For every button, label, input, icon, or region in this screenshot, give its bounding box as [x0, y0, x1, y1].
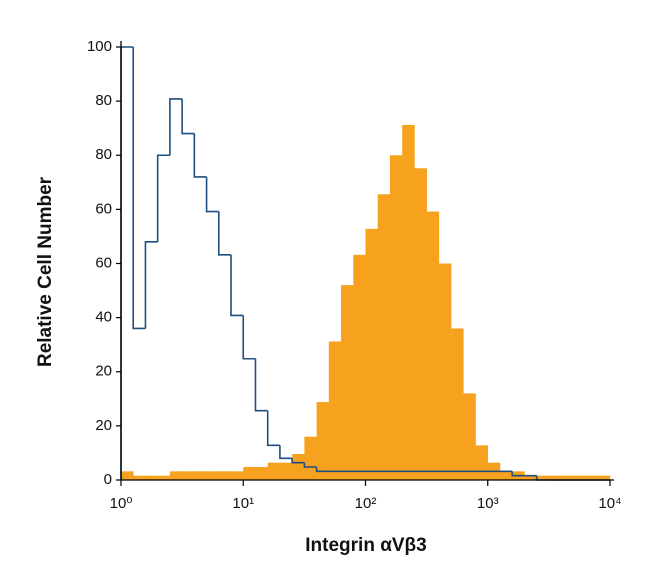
y-tick-label: 0: [104, 471, 112, 488]
histogram-step: [205, 176, 219, 213]
histogram-bar: [121, 471, 134, 480]
histogram-bar: [304, 436, 317, 480]
x-tick-label: 10⁰: [110, 495, 133, 512]
histogram-bar: [255, 467, 269, 480]
histogram-bar: [524, 475, 537, 480]
histogram-bar: [389, 155, 403, 480]
histogram-step: [242, 315, 256, 360]
histogram-bar: [267, 462, 281, 480]
histogram-step: [193, 133, 207, 178]
histogram-step: [181, 98, 195, 135]
y-tick-label: 100: [87, 38, 112, 55]
histogram-step: [254, 358, 268, 412]
histogram-bar: [536, 475, 550, 480]
histogram-bar: [561, 475, 574, 480]
histogram-step: [315, 467, 329, 473]
histogram-bar: [145, 475, 158, 480]
histogram-bar: [573, 475, 586, 480]
histogram-bar: [585, 475, 599, 480]
histogram-bar: [133, 475, 146, 480]
histogram-bar: [328, 341, 342, 480]
histogram-step: [303, 462, 317, 468]
histogram-step: [230, 254, 244, 317]
histogram-step: [156, 154, 170, 242]
x-tick-label: 10³: [477, 495, 499, 512]
y-tick-label: 80: [95, 146, 112, 163]
histogram-bar: [475, 445, 489, 480]
x-tick-label: 10²: [355, 495, 377, 512]
histogram-bar: [157, 475, 171, 480]
histogram-bar: [243, 467, 256, 480]
histogram-step: [266, 410, 280, 447]
histogram-bar: [169, 471, 183, 480]
histogram-bar: [414, 168, 427, 481]
y-tick-label: 20: [95, 417, 112, 434]
histogram-bar: [292, 454, 305, 480]
histogram-bar: [548, 475, 562, 480]
histogram-step: [218, 211, 232, 256]
histogram-bar: [377, 194, 391, 480]
y-tick-label: 80: [95, 92, 112, 109]
histogram-bar: [438, 263, 452, 480]
histogram-bar: [206, 471, 220, 480]
histogram-bar: [426, 211, 440, 481]
histogram-step: [132, 47, 146, 330]
histogram-bar: [218, 471, 232, 480]
x-tick-label: 10⁴: [598, 495, 621, 512]
y-tick-label: 60: [95, 200, 112, 217]
histogram-step: [144, 241, 158, 329]
histogram-step: [279, 445, 293, 460]
histogram-step: [291, 458, 305, 464]
y-tick-label: 60: [95, 254, 112, 271]
histogram-bar: [597, 475, 611, 480]
histogram-bar: [402, 124, 415, 480]
histogram-bar: [353, 254, 366, 480]
y-tick-label: 40: [95, 309, 112, 326]
x-axis-label: Integrin αVβ3: [305, 535, 426, 556]
histogram-bar: [463, 393, 476, 480]
histogram-step: [511, 471, 525, 477]
histogram-bar: [499, 471, 513, 480]
histogram-bar: [316, 402, 330, 480]
histogram-bar: [341, 285, 354, 480]
histogram-bar: [365, 228, 379, 480]
histogram-bar: [194, 471, 207, 480]
histogram-bar: [231, 471, 244, 480]
histogram-bar: [451, 328, 464, 480]
x-tick-label: 10¹: [232, 495, 254, 512]
y-axis-label: Relative Cell Number: [35, 176, 56, 367]
histogram-step: [120, 46, 134, 480]
histogram-step: [169, 98, 183, 156]
histogram-bar: [279, 462, 293, 480]
histogram-bar: [182, 471, 195, 480]
y-tick-label: 20: [95, 363, 112, 380]
